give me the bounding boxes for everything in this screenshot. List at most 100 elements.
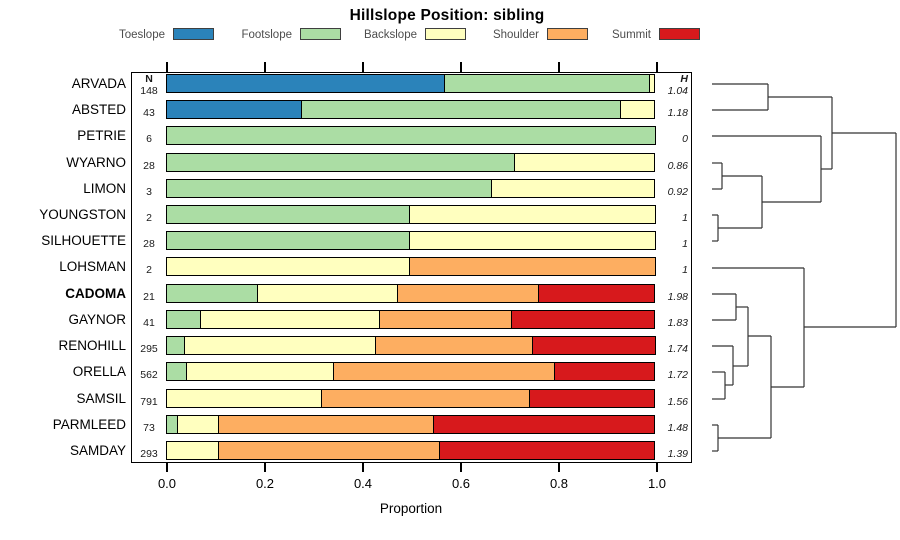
x-tick-top: [460, 62, 462, 72]
site-label-orella: ORELLA: [72, 364, 126, 380]
h-value: 1.56: [667, 395, 688, 408]
legend-swatch-shoulder: [547, 28, 588, 40]
site-label-absted: ABSTED: [71, 102, 126, 118]
n-value: 28: [143, 159, 155, 172]
h-value: 0: [682, 133, 688, 146]
n-value: 562: [140, 369, 158, 382]
h-value: 1: [682, 212, 688, 225]
bar-segment-backslope: [491, 178, 656, 198]
x-tick-bottom: [166, 463, 168, 472]
n-value: 2: [146, 264, 152, 277]
site-label-petrie: PETRIE: [77, 128, 126, 144]
bar-segment-summit: [537, 283, 656, 303]
n-value: 791: [140, 395, 158, 408]
bar-row: [165, 414, 656, 434]
x-tick-top: [264, 62, 266, 72]
n-value: 41: [143, 316, 155, 329]
h-value: 1.39: [667, 447, 688, 460]
bar-row: [165, 205, 656, 225]
x-axis-label: Proportion: [379, 501, 443, 516]
n-value: 2: [146, 212, 152, 225]
h-column-header: H: [680, 73, 688, 85]
legend-label: Summit: [612, 29, 651, 41]
n-value: 28: [143, 238, 155, 251]
x-tick-top: [656, 62, 658, 72]
x-tick-top: [558, 62, 560, 72]
bar-segment-summit: [510, 309, 656, 329]
bar-row: [165, 100, 656, 120]
chart-title: Hillslope Position: sibling: [349, 7, 545, 24]
n-value: 3: [146, 185, 152, 198]
legend-label: Shoulder: [492, 29, 539, 41]
n-value: 6: [146, 133, 152, 146]
bar-segment-backslope: [649, 74, 656, 93]
x-tick-bottom: [460, 463, 462, 472]
bar-segment-backslope: [514, 152, 656, 172]
bar-row: [165, 74, 656, 93]
bar-segment-backslope: [409, 205, 656, 225]
n-value: 295: [140, 343, 158, 356]
x-tick-bottom: [264, 463, 266, 472]
x-tick-label: 0.6: [451, 476, 471, 491]
n-value: 73: [143, 421, 155, 434]
n-value: 293: [140, 447, 158, 460]
bar-segment-backslope: [409, 231, 656, 251]
bar-row: [165, 440, 656, 460]
n-value: 43: [143, 107, 155, 120]
x-tick-label: 1.0: [647, 476, 667, 491]
x-tick-label: 0.0: [157, 476, 177, 491]
x-tick-top: [362, 62, 364, 72]
h-value: 1.83: [667, 316, 688, 329]
h-value: 1.74: [667, 343, 688, 356]
bar-row: [165, 152, 656, 172]
x-tick-bottom: [558, 463, 560, 472]
bar-row: [165, 283, 656, 303]
legend-label: Backslope: [363, 29, 417, 41]
bar-segment-summit: [553, 362, 656, 382]
bar-segment-footslope: [165, 126, 656, 146]
site-label-cadoma: CADOMA: [65, 285, 126, 301]
bar-segment-shoulder: [409, 257, 656, 277]
legend-label: Footslope: [241, 29, 292, 41]
x-tick-label: 0.2: [255, 476, 275, 491]
x-tick-top: [166, 62, 168, 72]
h-value: 1.98: [667, 290, 688, 303]
legend-swatch-footslope: [300, 28, 341, 40]
h-value: 1: [682, 238, 688, 251]
bar-segment-summit: [438, 440, 656, 460]
site-label-limon: LIMON: [83, 180, 126, 196]
bar-row: [165, 388, 656, 408]
bar-segment-backslope: [619, 100, 656, 120]
bar-row: [165, 257, 656, 277]
legend-swatch-summit: [659, 28, 700, 40]
legend-swatch-toeslope: [173, 28, 214, 40]
site-label-lohsman: LOHSMAN: [59, 259, 126, 275]
site-label-samsil: SAMSIL: [76, 390, 126, 406]
site-label-parmleed: PARMLEED: [52, 416, 126, 432]
n-column-header: N: [145, 73, 153, 85]
site-label-samday: SAMDAY: [69, 442, 126, 458]
plot-area: N H 148 1.04 43 1.18 6 0 28 0.86 3 0.92 2 1 28 1 2 1 21 1.9…: [131, 72, 692, 463]
h-value: 1: [682, 264, 688, 277]
bar-row: [165, 362, 656, 382]
x-tick-bottom: [656, 463, 658, 472]
x-tick-bottom: [362, 463, 364, 472]
bar-row: [165, 126, 656, 146]
bar-row: [165, 309, 656, 329]
h-value: 1.18: [667, 107, 688, 120]
site-label-gaynor: GAYNOR: [68, 311, 126, 327]
site-label-youngston: YOUNGSTON: [39, 207, 126, 223]
bar-row: [165, 336, 656, 356]
legend-label: Toeslope: [118, 29, 165, 41]
x-tick-label: 0.8: [549, 476, 569, 491]
x-tick-label: 0.4: [353, 476, 373, 491]
bar-segment-summit: [432, 414, 656, 434]
h-value: 1.72: [667, 369, 688, 382]
site-label-silhouette: SILHOUETTE: [41, 233, 126, 249]
site-label-renohill: RENOHILL: [58, 338, 126, 354]
legend-swatch-backslope: [425, 28, 466, 40]
bar-segment-summit: [529, 388, 656, 408]
bar-segment-summit: [531, 336, 656, 356]
